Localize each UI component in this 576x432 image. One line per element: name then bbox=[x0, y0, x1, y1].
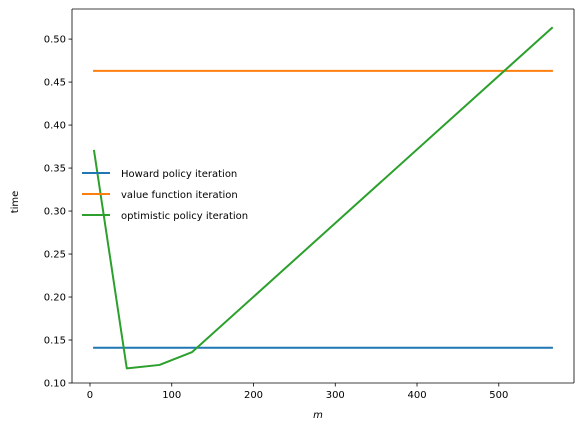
x-tick-label: 0 bbox=[87, 390, 93, 401]
series-layer bbox=[92, 26, 554, 370]
x-tick-label: 300 bbox=[326, 390, 345, 401]
y-tick-label: 0.35 bbox=[44, 164, 66, 175]
y-tick-label: 0.20 bbox=[44, 293, 66, 304]
axes-layer: 0 100 200 300 400 500 0.10 0.15 0.20 0.25 0.30 0.35… bbox=[44, 8, 575, 401]
y-tick-label: 0.45 bbox=[44, 78, 66, 89]
y-tick-label: 0.25 bbox=[44, 250, 66, 261]
y-tick-label: 0.15 bbox=[44, 336, 66, 347]
y-tick-label: 0.50 bbox=[44, 35, 66, 46]
legend-label-1: Howard policy iteration bbox=[121, 169, 237, 180]
legend-label-3: optimistic policy iteration bbox=[121, 211, 248, 222]
x-tick-label: 500 bbox=[489, 390, 508, 401]
y-axis-label: time bbox=[10, 191, 21, 214]
y-tick-label: 0.30 bbox=[44, 207, 66, 218]
legend-label-2: value function iteration bbox=[121, 190, 238, 201]
x-tick-label: 100 bbox=[162, 390, 181, 401]
y-tick-label: 0.10 bbox=[44, 379, 66, 390]
x-tick-label: 200 bbox=[244, 390, 263, 401]
y-tick-label: 0.40 bbox=[44, 121, 66, 132]
x-axis-label: m bbox=[313, 410, 323, 421]
series-line-3 bbox=[92, 26, 554, 370]
x-tick-label: 400 bbox=[407, 390, 426, 401]
legend: Howard policy iteration value function it… bbox=[82, 169, 248, 222]
